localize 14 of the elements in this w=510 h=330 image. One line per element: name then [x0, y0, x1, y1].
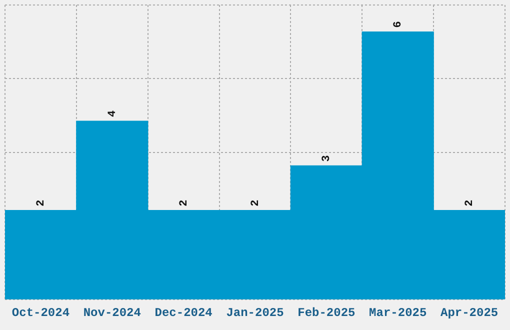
x-tick-label: Dec-2024 [154, 306, 212, 320]
x-tick-label: Oct-2024 [12, 306, 70, 320]
data-label: 3 [321, 154, 334, 162]
data-label: 2 [250, 200, 262, 206]
data-label: 4 [106, 110, 119, 118]
x-tick-label: Nov-2024 [83, 306, 141, 320]
data-label: 2 [178, 200, 190, 206]
data-label: 2 [35, 200, 48, 206]
x-tick-label: Mar-2025 [369, 306, 427, 320]
x-tick-label: Apr-2025 [440, 306, 498, 320]
data-label: 6 [392, 21, 405, 28]
x-tick-label: Feb-2025 [298, 306, 356, 320]
data-label: 2 [464, 200, 476, 206]
x-tick-label: Jan-2025 [226, 306, 284, 320]
